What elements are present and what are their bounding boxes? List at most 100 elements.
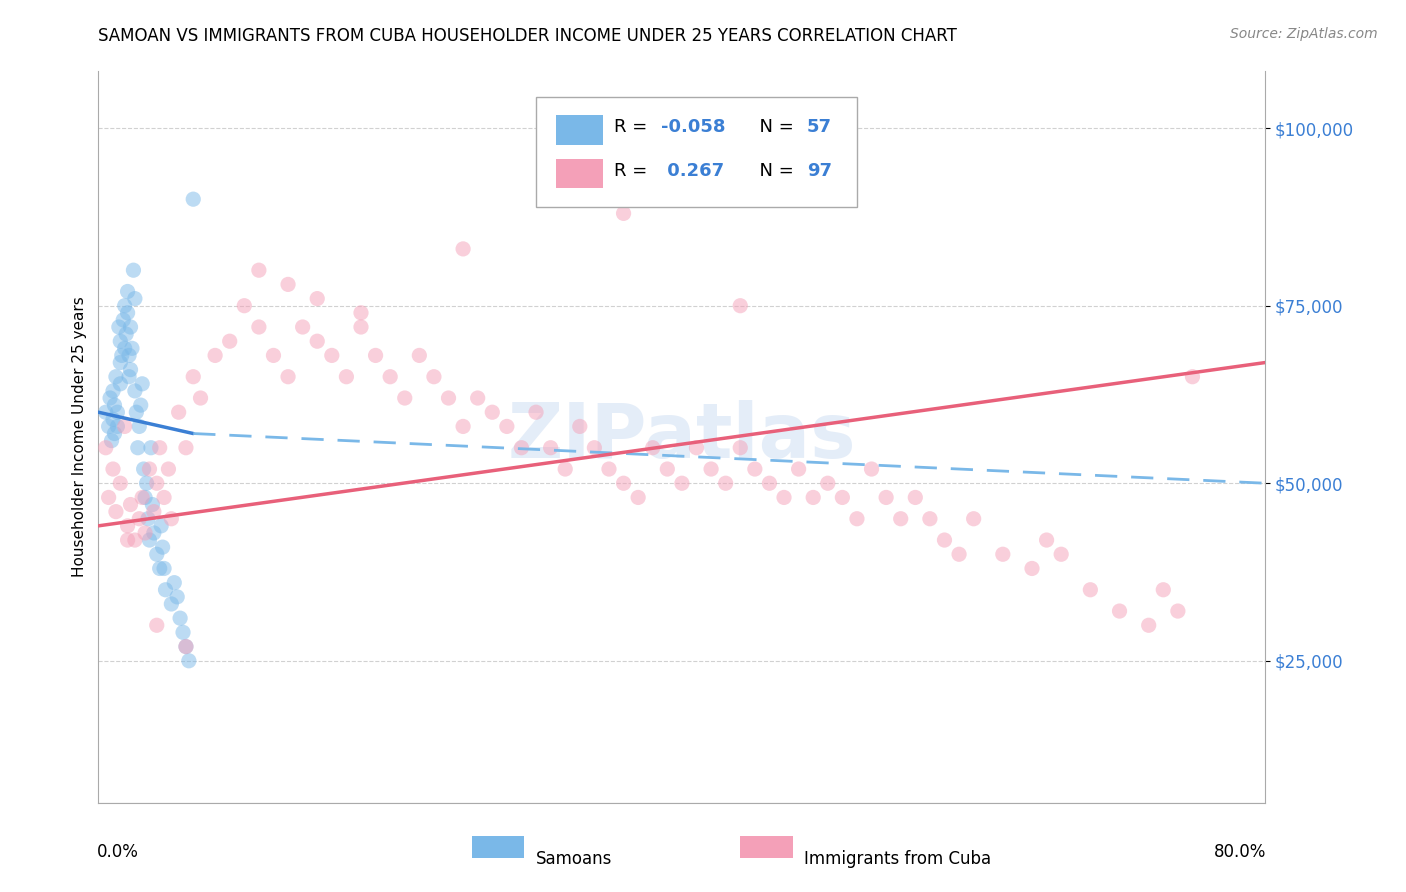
Point — [700, 462, 723, 476]
Point — [141, 498, 163, 512]
Point — [1035, 533, 1057, 547]
Point — [598, 462, 620, 476]
Bar — [741, 836, 793, 858]
Point — [114, 341, 136, 355]
Point — [153, 561, 176, 575]
Point — [1181, 369, 1204, 384]
Point — [247, 263, 270, 277]
Point — [104, 505, 127, 519]
Point — [335, 369, 357, 384]
Point — [247, 320, 270, 334]
Point — [117, 285, 139, 299]
Point — [105, 419, 128, 434]
Point — [94, 441, 117, 455]
Point — [496, 419, 519, 434]
Point — [510, 441, 533, 455]
Point — [146, 476, 169, 491]
Text: Samoans: Samoans — [536, 850, 613, 868]
Point — [321, 348, 343, 362]
Point — [105, 405, 128, 419]
Point — [114, 299, 136, 313]
Point — [108, 320, 131, 334]
Point — [111, 348, 134, 362]
Bar — [555, 115, 603, 145]
Point — [163, 575, 186, 590]
Point — [124, 533, 146, 547]
Text: 97: 97 — [807, 161, 832, 180]
Point — [172, 625, 194, 640]
Point — [174, 640, 197, 654]
Point — [962, 512, 984, 526]
Point — [1137, 618, 1160, 632]
Point — [554, 462, 576, 476]
Bar — [472, 836, 524, 858]
Point — [262, 348, 284, 362]
Point — [142, 505, 165, 519]
Point — [350, 320, 373, 334]
Point — [97, 419, 120, 434]
Point — [135, 476, 157, 491]
Point — [139, 441, 162, 455]
Point — [118, 369, 141, 384]
Point — [831, 491, 853, 505]
Point — [160, 597, 183, 611]
Point — [110, 355, 132, 369]
Point — [204, 348, 226, 362]
Point — [136, 512, 159, 526]
Point — [1021, 561, 1043, 575]
Point — [233, 299, 256, 313]
Y-axis label: Householder Income Under 25 years: Householder Income Under 25 years — [72, 297, 87, 577]
Point — [350, 306, 373, 320]
Text: SAMOAN VS IMMIGRANTS FROM CUBA HOUSEHOLDER INCOME UNDER 25 YEARS CORRELATION CHA: SAMOAN VS IMMIGRANTS FROM CUBA HOUSEHOLD… — [98, 27, 957, 45]
Point — [918, 512, 941, 526]
Text: N =: N = — [748, 161, 800, 180]
Point — [730, 441, 752, 455]
Text: Source: ZipAtlas.com: Source: ZipAtlas.com — [1230, 27, 1378, 41]
Point — [150, 519, 173, 533]
Point — [129, 398, 152, 412]
Point — [110, 476, 132, 491]
Point — [451, 419, 474, 434]
Point — [1108, 604, 1130, 618]
Point — [730, 299, 752, 313]
Point — [540, 441, 562, 455]
Point — [97, 491, 120, 505]
Point — [115, 327, 138, 342]
Point — [122, 263, 145, 277]
Text: 57: 57 — [807, 118, 832, 136]
Point — [131, 376, 153, 391]
Point — [160, 512, 183, 526]
Point — [1167, 604, 1189, 618]
Point — [127, 441, 149, 455]
Point — [103, 426, 125, 441]
Point — [120, 498, 142, 512]
Point — [131, 491, 153, 505]
Point — [657, 156, 679, 170]
Point — [94, 405, 117, 419]
Point — [138, 533, 160, 547]
Point — [167, 405, 190, 419]
Point — [118, 348, 141, 362]
Text: Immigrants from Cuba: Immigrants from Cuba — [804, 850, 991, 868]
Point — [451, 242, 474, 256]
Point — [307, 334, 329, 349]
Point — [125, 405, 148, 419]
Point — [166, 590, 188, 604]
Point — [612, 206, 634, 220]
Point — [124, 384, 146, 398]
Point — [904, 491, 927, 505]
Text: R =: R = — [614, 118, 654, 136]
Point — [657, 462, 679, 476]
Text: ZIPatlas: ZIPatlas — [508, 401, 856, 474]
Point — [364, 348, 387, 362]
Point — [101, 462, 124, 476]
Point — [98, 391, 121, 405]
Point — [117, 519, 139, 533]
Point — [380, 369, 402, 384]
Point — [121, 341, 143, 355]
Point — [134, 491, 156, 505]
Point — [120, 320, 142, 334]
Point — [875, 491, 897, 505]
Point — [146, 618, 169, 632]
Point — [1080, 582, 1102, 597]
